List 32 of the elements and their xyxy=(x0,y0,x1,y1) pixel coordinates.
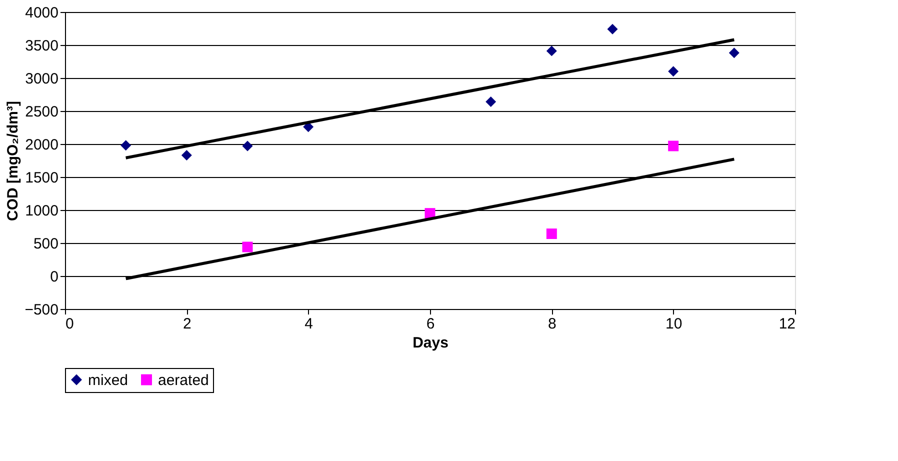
x-tick-label: 4 xyxy=(304,316,314,332)
point xyxy=(242,140,253,152)
point xyxy=(546,46,557,56)
point xyxy=(607,24,618,34)
x-tick-label: 8 xyxy=(548,316,556,332)
point xyxy=(546,228,557,240)
y-tick-label: 2500 xyxy=(25,104,58,120)
y-tick-label: 1000 xyxy=(25,202,58,220)
x-tick-label: 2 xyxy=(182,316,192,332)
y-tick-label: 3500 xyxy=(25,38,58,54)
y-tick-label: 1500 xyxy=(25,170,58,186)
x-tick-label: 12 xyxy=(778,316,796,332)
x-axis-title: Days xyxy=(412,334,448,352)
y-tick-label: 3000 xyxy=(25,70,58,88)
y-tick-label: −500 xyxy=(24,302,58,318)
x-tick-label: 6 xyxy=(426,316,435,332)
x-tick-label: 10 xyxy=(665,316,682,332)
point xyxy=(668,140,679,152)
x-tick-label: 0 xyxy=(66,316,74,332)
point xyxy=(728,48,740,58)
y-tick-label: 0 xyxy=(50,268,58,286)
point xyxy=(120,140,132,151)
y-tick-label: 500 xyxy=(33,236,58,252)
point xyxy=(242,242,253,252)
legend-label: mixed xyxy=(88,372,128,389)
y-axis-title: COD [mgO₂/dm³] xyxy=(4,101,22,221)
y-tick-label: 2000 xyxy=(25,136,58,154)
point xyxy=(181,150,192,160)
point xyxy=(486,96,496,108)
y-tick-label: 4000 xyxy=(25,4,58,22)
point xyxy=(668,66,679,77)
legend-label: aerated xyxy=(158,372,209,389)
